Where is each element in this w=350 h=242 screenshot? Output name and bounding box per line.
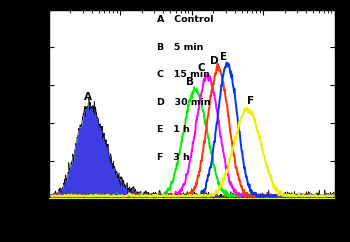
Text: A: A: [84, 91, 92, 102]
Text: F   3 h: F 3 h: [158, 153, 190, 162]
Text: D: D: [210, 55, 218, 66]
Text: E: E: [219, 52, 227, 62]
Text: E   1 h: E 1 h: [158, 125, 190, 134]
Text: F: F: [247, 96, 254, 106]
Text: B   5 min: B 5 min: [158, 43, 204, 52]
Text: C   15 min: C 15 min: [158, 70, 210, 79]
Y-axis label: Counts: Counts: [6, 81, 19, 127]
Text: B: B: [186, 77, 194, 87]
X-axis label: FL2-H: FL2-H: [173, 223, 211, 236]
Text: D   30 min: D 30 min: [158, 98, 211, 107]
Text: A   Control: A Control: [158, 15, 214, 24]
Text: C: C: [198, 63, 205, 73]
